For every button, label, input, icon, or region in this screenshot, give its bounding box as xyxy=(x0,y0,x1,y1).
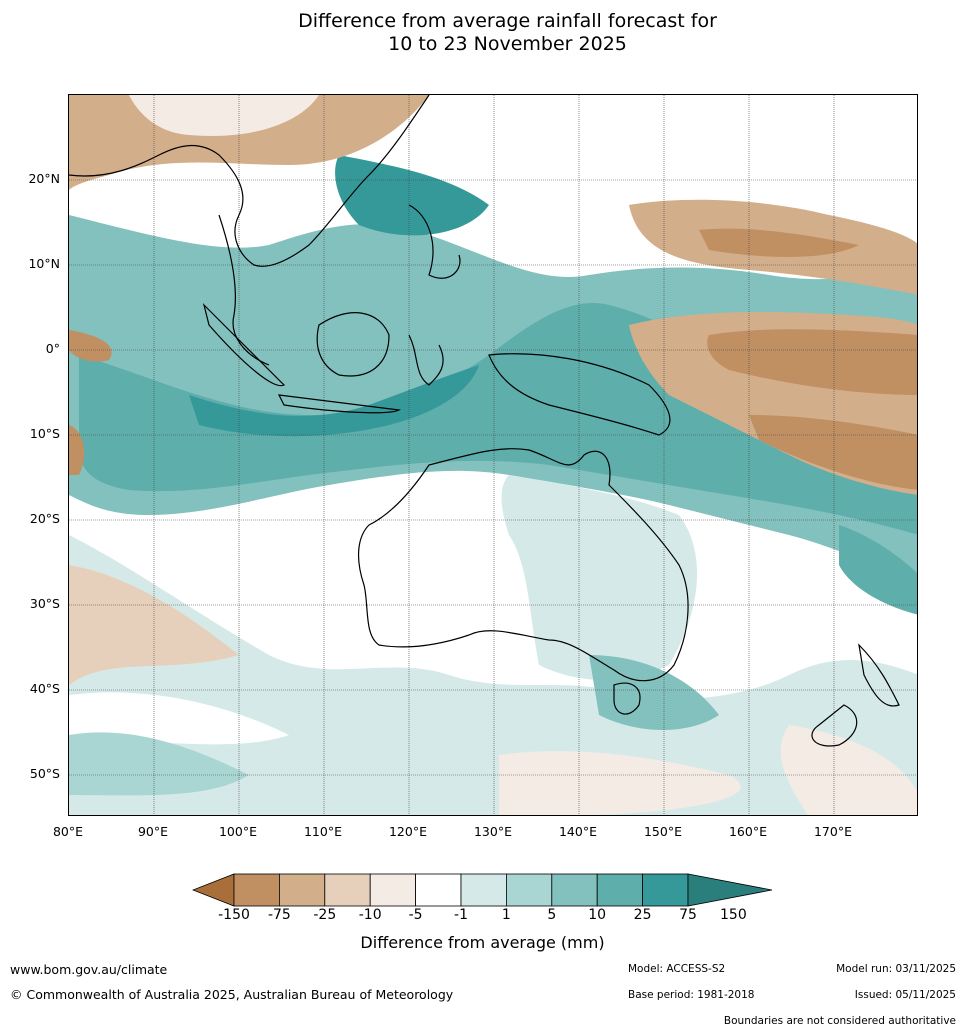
footer-copyright: © Commonwealth of Australia 2025, Austra… xyxy=(10,987,454,1002)
colorbar-tick-label: -1 xyxy=(454,907,468,923)
western-australia-neutral xyxy=(368,510,543,619)
tasman-dry-patch xyxy=(780,725,917,815)
new-zealand-south-coast xyxy=(811,704,858,747)
lat-label-10n: 10°N xyxy=(28,256,60,271)
footer-base-period: Base period: 1981-2018 xyxy=(628,989,755,1001)
map-svg xyxy=(69,95,917,815)
colorbar-title: Difference from average (mm) xyxy=(360,933,605,952)
colorbar-swatch xyxy=(415,873,462,907)
colorbar-tick-label: -75 xyxy=(267,907,291,923)
south-pacific-dry-core xyxy=(749,415,917,490)
lon-label-130e: 130°E xyxy=(473,824,512,839)
new-zealand-north-coast xyxy=(858,643,900,707)
new-guinea-coast xyxy=(488,353,671,436)
lat-label-20s: 20°S xyxy=(29,511,60,526)
lat-label-30s: 30°S xyxy=(29,596,60,611)
victoria-wet-zone xyxy=(589,655,719,730)
southern-ocean-wet-zone xyxy=(69,535,917,815)
colorbar-swatch xyxy=(505,873,553,907)
footer-disclaimer: Boundaries are not considered authoritat… xyxy=(723,1015,956,1027)
lat-label-0: 0° xyxy=(45,341,60,356)
lat-label-40s: 40°S xyxy=(29,681,60,696)
australia-coast xyxy=(358,448,689,682)
southern-wet-patch xyxy=(69,732,249,796)
colorbar-swatch xyxy=(596,873,644,907)
colorbar-swatch xyxy=(324,873,371,907)
southern-dry-patch xyxy=(499,751,741,815)
lat-label-50s: 50°S xyxy=(29,766,60,781)
colorbar-swatch xyxy=(642,873,689,907)
colorbar-swatch xyxy=(551,873,598,907)
footer-model: Model: ACCESS-S2 xyxy=(628,963,726,975)
java-coast xyxy=(277,394,402,414)
java-sea-wet-core xyxy=(189,365,479,437)
north-pacific-dry-core xyxy=(699,228,859,257)
colorbar xyxy=(192,873,773,907)
colorbar-swatch xyxy=(233,873,280,907)
lon-label-120e: 120°E xyxy=(388,824,427,839)
colorbar-tick-label: 5 xyxy=(547,907,557,923)
colorbar-arrow-low xyxy=(192,873,235,907)
lat-label-10s: 10°S xyxy=(29,426,60,441)
philippines-coast xyxy=(408,204,461,279)
tasman-wet-zone xyxy=(839,525,917,615)
lon-label-150e: 150°E xyxy=(643,824,682,839)
graticule xyxy=(69,95,917,815)
lon-label-90e: 90°E xyxy=(137,824,169,839)
title-line-2: 10 to 23 November 2025 xyxy=(388,33,627,55)
south-china-sea-wet-core xyxy=(335,155,489,236)
lon-label-100e: 100°E xyxy=(218,824,257,839)
colorbar-tick-label: 75 xyxy=(679,907,697,923)
colorbar-tick-label: -25 xyxy=(313,907,337,923)
equatorial-pacific-dry-core xyxy=(707,329,917,395)
sumatra-coast xyxy=(202,303,286,387)
colorbar-swatches xyxy=(192,873,773,907)
title-line-1: Difference from average rainfall forecas… xyxy=(298,10,717,32)
colorbar-swatch xyxy=(460,873,507,907)
colorbar-tick-label: -5 xyxy=(408,907,423,923)
footer-issued: Issued: 05/11/2025 xyxy=(854,989,956,1001)
lon-label-170e: 170°E xyxy=(813,824,852,839)
coastlines xyxy=(69,95,900,747)
lat-label-20n: 20°N xyxy=(28,171,60,186)
asia-coast xyxy=(69,95,430,267)
colorbar-swatch xyxy=(369,873,416,907)
lon-label-80e: 80°E xyxy=(52,824,84,839)
colorbar-tick-label: 1 xyxy=(501,907,511,923)
southern-neutral-band xyxy=(69,692,289,745)
sulawesi-coast xyxy=(408,334,444,386)
indian-ocean-dry-spot xyxy=(69,330,112,362)
malay-peninsula-coast xyxy=(218,214,270,366)
map-title: Difference from average rainfall forecas… xyxy=(0,10,965,56)
west-dry-spot xyxy=(69,425,85,475)
rainfall-anomaly-map xyxy=(68,94,918,816)
colorbar-tick-label: -150 xyxy=(218,907,250,923)
lon-label-160e: 160°E xyxy=(728,824,767,839)
colorbar-arrow-high xyxy=(687,873,773,907)
himalaya-neutral-zone xyxy=(129,95,319,136)
borneo-coast xyxy=(316,312,390,377)
footer-model-run: Model run: 03/11/2025 xyxy=(836,963,956,975)
footer-url[interactable]: www.bom.gov.au/climate xyxy=(10,962,168,977)
lon-label-140e: 140°E xyxy=(558,824,597,839)
colorbar-tick-label: 150 xyxy=(720,907,747,923)
colorbar-tick-label: -10 xyxy=(358,907,382,923)
tasmania-coast xyxy=(613,682,641,715)
colorbar-tick-label: 10 xyxy=(588,907,607,923)
lon-label-110e: 110°E xyxy=(303,824,342,839)
colorbar-tick-label: 25 xyxy=(633,907,652,923)
colorbar-swatch xyxy=(279,873,326,907)
